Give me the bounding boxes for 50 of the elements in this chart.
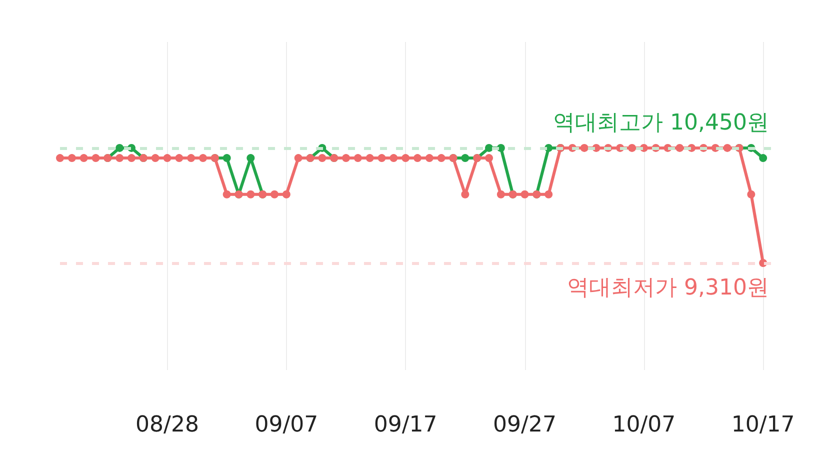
x-tick-label: 09/07 <box>254 412 318 438</box>
point <box>80 154 88 162</box>
point <box>116 144 124 152</box>
point <box>723 144 732 152</box>
point <box>163 154 172 162</box>
point <box>246 154 255 162</box>
point <box>354 154 362 162</box>
point <box>437 154 446 162</box>
point <box>580 144 588 152</box>
point <box>318 154 326 162</box>
point <box>294 154 302 162</box>
point <box>461 154 470 162</box>
x-tick-label: 09/27 <box>493 412 556 438</box>
point <box>175 154 184 162</box>
point <box>116 154 124 162</box>
point <box>747 190 756 198</box>
x-tick-label: 10/07 <box>612 412 676 438</box>
point <box>520 190 529 198</box>
point <box>222 190 231 198</box>
point <box>187 154 196 162</box>
point <box>425 154 434 162</box>
point <box>414 154 422 162</box>
point <box>128 154 136 162</box>
point <box>676 144 684 152</box>
point <box>628 144 636 152</box>
point <box>461 190 470 198</box>
point <box>342 154 350 162</box>
point <box>485 144 493 152</box>
x-tick-label: 08/28 <box>136 412 199 438</box>
point <box>68 154 76 162</box>
point <box>151 154 160 162</box>
point <box>222 154 231 162</box>
point <box>759 154 768 162</box>
point <box>390 154 398 162</box>
point <box>496 190 505 198</box>
point <box>366 154 374 162</box>
ref-line-label: 역대최고가 10,450원 <box>553 110 769 136</box>
point <box>199 154 207 162</box>
point <box>378 154 386 162</box>
point <box>402 154 410 162</box>
ref-line-label: 역대최저가 9,310원 <box>567 276 769 301</box>
x-tick-label: 10/17 <box>731 412 795 438</box>
point <box>485 154 493 162</box>
point <box>56 154 64 162</box>
point <box>92 154 100 162</box>
point <box>246 190 255 198</box>
x-tick-label: 09/17 <box>374 412 438 438</box>
point <box>544 190 553 198</box>
point <box>270 190 278 198</box>
point <box>282 190 290 198</box>
